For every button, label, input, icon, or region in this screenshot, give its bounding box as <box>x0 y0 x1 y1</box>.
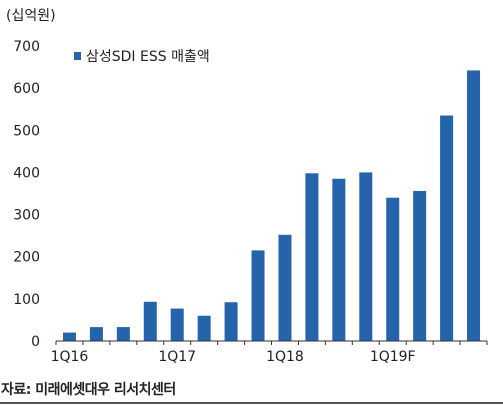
x-tick-label: 1Q18 <box>266 349 304 365</box>
x-tick-label: 1Q17 <box>158 349 196 365</box>
bars <box>62 70 481 342</box>
bar <box>143 301 157 341</box>
y-tick-label: 700 <box>13 39 40 55</box>
legend-label: 삼성SDI ESS 매출액 <box>86 49 210 65</box>
y-tick-label: 100 <box>13 292 40 308</box>
x-tick-label: 1Q16 <box>51 349 89 365</box>
bar <box>170 308 184 341</box>
bar <box>413 190 427 341</box>
bar <box>224 302 238 341</box>
bar <box>305 173 319 341</box>
legend: 삼성SDI ESS 매출액 <box>74 49 210 65</box>
source-divider <box>0 402 503 404</box>
bar <box>89 327 103 341</box>
legend-swatch <box>74 52 81 60</box>
bar <box>116 327 130 341</box>
bar <box>332 178 346 341</box>
y-tick-label: 400 <box>13 165 40 181</box>
bar <box>467 70 481 341</box>
y-tick-label: 200 <box>13 250 40 266</box>
bar <box>440 115 454 342</box>
bar <box>251 250 265 341</box>
source-note: 자료: 미래에셋대우 리서치센터 <box>1 382 176 398</box>
y-tick-label: 300 <box>13 208 40 224</box>
y-axis: 0 100 200 300 400 500 600 700 <box>13 39 40 350</box>
bar <box>386 197 400 341</box>
y-tick-label: 0 <box>31 334 40 350</box>
bar-chart: 0 100 200 300 400 500 600 700 1Q16 1Q17 1Q18 1Q19F… <box>13 39 488 365</box>
x-axis: 1Q16 1Q17 1Q18 1Q19F <box>51 340 488 365</box>
bar <box>359 172 373 341</box>
y-tick-label: 600 <box>13 81 40 97</box>
x-tick-label: 1Q19F <box>370 349 416 365</box>
bar <box>278 234 292 341</box>
y-tick-label: 500 <box>13 123 40 139</box>
bar <box>197 315 211 341</box>
bar <box>62 332 76 341</box>
y-axis-unit-label: (십억원) <box>6 8 56 24</box>
